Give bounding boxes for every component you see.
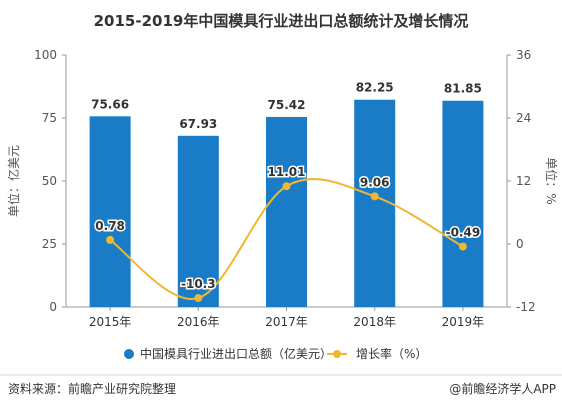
growth-rate-data-label: 9.06	[360, 175, 390, 189]
growth-rate-line	[109, 178, 464, 300]
y-right-tick-label: 12	[516, 174, 531, 188]
growth-rate-data-label: -10.3	[181, 277, 216, 291]
x-tick-label: 2015年	[89, 315, 132, 329]
source-note: 资料来源：前瞻产业研究院整理	[8, 381, 176, 396]
bar	[354, 99, 396, 307]
y-left-tick-label: 25	[42, 237, 57, 251]
y-axis-left-label: 单位：亿美元	[6, 145, 21, 217]
growth-rate-point	[370, 192, 379, 201]
legend-bar-label: 中国模具行业进出口总额（亿美元）	[140, 346, 332, 361]
y-right-tick-label: 36	[516, 48, 531, 62]
x-tick-label: 2018年	[353, 315, 396, 329]
y-left-tick-label: 100	[34, 48, 57, 62]
growth-rate-point	[194, 294, 203, 303]
legend-line-label: 增长率（%）	[356, 346, 427, 361]
y-left-tick-label: 50	[42, 174, 57, 188]
bar-series	[89, 99, 484, 308]
y-right-tick-label: 0	[516, 237, 524, 251]
chart-title: 2015-2019年中国模具行业进出口总额统计及增长情况	[94, 12, 469, 30]
legend: 中国模具行业进出口总额（亿美元） 增长率（%）	[124, 346, 427, 361]
x-axis-ticks: 2015年 2016年 2017年 2018年 2019年	[89, 307, 484, 329]
growth-rate-data-labels: 0.78 -10.3 11.01 9.06 -0.49	[94, 164, 482, 293]
y-axis-left-ticks: 0 25 50 75 100	[34, 48, 66, 314]
y-left-tick-label: 0	[49, 300, 57, 314]
growth-rate-points	[106, 182, 467, 303]
bar-data-label: 75.66	[91, 97, 129, 111]
bar-data-label: 81.85	[444, 82, 482, 96]
growth-rate-point	[458, 242, 467, 251]
bar	[266, 116, 307, 308]
growth-rate-data-label: 11.01	[268, 165, 306, 179]
x-tick-label: 2017年	[265, 315, 308, 329]
bar	[442, 100, 484, 307]
growth-rate-point	[106, 235, 115, 244]
bar-data-label: 67.93	[179, 117, 217, 131]
bar-data-labels: 75.66 67.93 75.42 82.25 81.85	[91, 81, 482, 131]
legend-bar-swatch	[124, 349, 134, 359]
growth-rate-point	[282, 182, 291, 191]
y-axis-right-label: 单位：%	[544, 157, 559, 204]
y-left-tick-label: 75	[42, 111, 57, 125]
bar	[177, 135, 219, 307]
brand-credit: @前瞻经济学人APP	[449, 381, 556, 396]
bar-data-label: 75.42	[268, 98, 306, 112]
legend-line-swatch-marker	[333, 350, 341, 358]
y-right-tick-label: 24	[516, 111, 531, 125]
bar	[89, 116, 131, 308]
x-tick-label: 2019年	[442, 315, 485, 329]
growth-rate-data-label: 0.78	[95, 219, 125, 233]
y-axis-right-ticks: -12 0 12 24 36	[507, 48, 536, 314]
growth-rate-data-label: -0.49	[446, 226, 481, 240]
y-right-tick-label: -12	[516, 300, 536, 314]
bar-data-label: 82.25	[356, 81, 394, 95]
x-tick-label: 2016年	[177, 315, 220, 329]
